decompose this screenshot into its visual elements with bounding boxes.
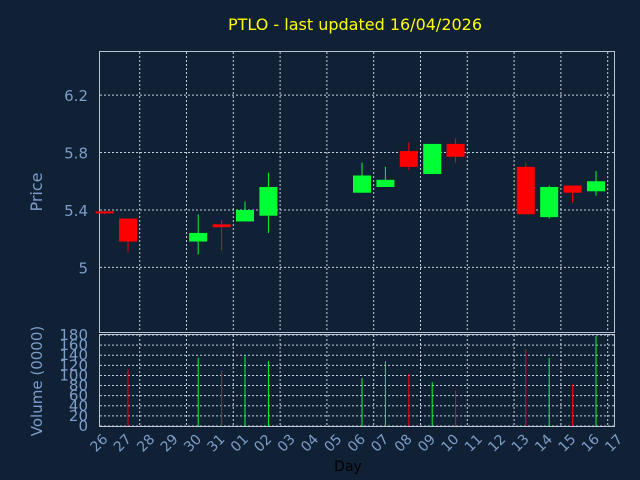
day-tick-label: 14 (532, 431, 556, 455)
candle-body (236, 209, 254, 222)
candle-body (587, 181, 605, 192)
volume-bars (127, 336, 597, 426)
day-tick-label: 09 (415, 432, 439, 456)
volume-tick-label: 100 (59, 366, 88, 384)
price-tick-label: 5.4 (64, 202, 88, 220)
day-tick-label: 07 (368, 432, 392, 456)
volume-tick-label: 20 (69, 407, 88, 425)
day-tick-labels: 26 27 28 29 30 31 01 02 03 04 05 06 07 08 09 10 11 12 13 14… (88, 431, 627, 455)
candle-body (563, 185, 582, 193)
candle-body (423, 143, 442, 175)
candle-body (399, 151, 418, 167)
day-tick-label: 16 (579, 431, 603, 455)
price-plot-frame (99, 51, 615, 333)
candle-body (95, 211, 114, 214)
day-tick-label: 05 (322, 432, 346, 456)
candle-body (259, 186, 278, 216)
candle-body (516, 166, 535, 215)
day-tick-label: 15 (556, 432, 580, 456)
day-tick-label: 02 (251, 432, 275, 456)
day-tick-label: 29 (158, 432, 182, 456)
day-tick-label: 12 (485, 432, 509, 456)
day-tick-label: 31 (205, 432, 229, 456)
candle-body (446, 143, 465, 157)
volume-tick-label: 80 (69, 377, 88, 395)
candle-body (119, 218, 137, 242)
price-tick-label: 5 (78, 259, 88, 277)
day-tick-label: 06 (345, 431, 369, 455)
day-tick-label: 28 (134, 432, 158, 456)
day-tick-label: 03 (275, 432, 299, 456)
candle-body (353, 175, 371, 193)
day-tick-label: 13 (509, 432, 533, 456)
price-tick-labels: 5 5.4 5.8 6.2 (64, 87, 88, 277)
candles (95, 138, 605, 255)
candle-body (189, 232, 208, 242)
day-tick-label: 08 (392, 432, 416, 456)
volume-tick-label: 120 (59, 356, 88, 374)
price-grid (100, 52, 614, 332)
day-tick-label: 01 (228, 432, 252, 456)
volume-tick-label: 140 (59, 346, 88, 364)
day-tick-label: 17 (602, 432, 626, 456)
day-axis-label: Day (334, 459, 362, 475)
day-tick-label: 26 (88, 431, 112, 455)
volume-tick-label: 180 (59, 326, 88, 344)
volume-tick-label: 160 (59, 336, 88, 354)
candle-body (540, 186, 559, 218)
candle-body (212, 224, 231, 228)
day-tick-label: 27 (111, 432, 135, 456)
price-tick-label: 6.2 (64, 87, 88, 105)
volume-axis-label: Volume (0000) (28, 326, 46, 436)
chart-title: PTLO - last updated 16/04/2026 (228, 15, 482, 34)
volume-tick-label: 0 (78, 417, 88, 435)
day-tick-label: 30 (181, 432, 205, 456)
candle-body (376, 179, 395, 187)
price-tick-label: 5.8 (64, 145, 88, 163)
volume-plot-frame (99, 334, 615, 427)
volume-tick-label: 60 (69, 387, 88, 405)
day-tick-label: 11 (462, 432, 486, 456)
volume-tick-label: 40 (69, 397, 88, 415)
price-axis-label: Price (27, 172, 46, 211)
day-tick-label: 04 (298, 431, 322, 455)
day-tick-label: 10 (439, 432, 463, 456)
volume-grid (100, 334, 614, 427)
